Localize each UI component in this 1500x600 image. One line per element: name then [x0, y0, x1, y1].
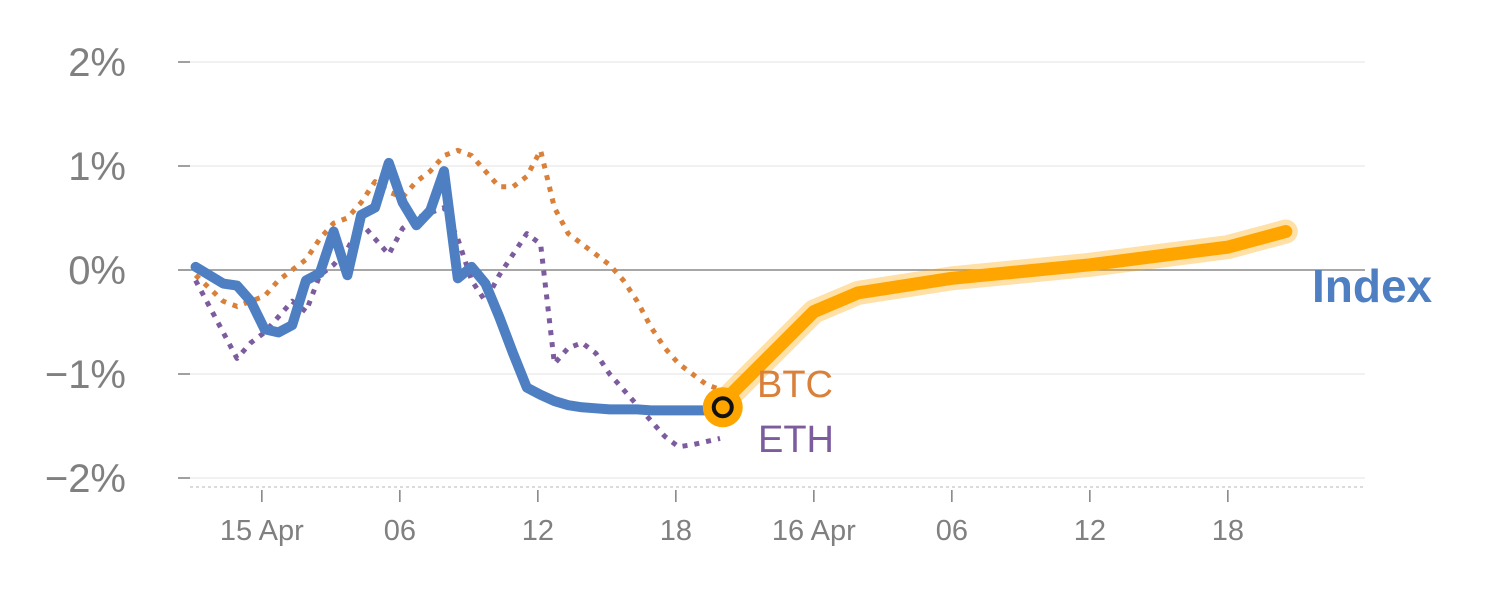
series-btc-line [193, 147, 721, 392]
btc-label: BTC [757, 364, 833, 406]
eth-label: ETH [758, 419, 834, 461]
series-lines [190, 147, 725, 450]
y-tick-label: 2% [68, 41, 126, 85]
x-tick-label: 16 Apr [772, 515, 856, 547]
y-tick-label: 1% [68, 145, 126, 189]
projection-line [713, 225, 1293, 412]
x-tick-label: 18 [1212, 515, 1244, 547]
y-tick-label: −2% [45, 457, 126, 501]
x-tick-label: 12 [1074, 515, 1106, 547]
current-point-ring [711, 396, 734, 419]
x-tick-label: 06 [936, 515, 968, 547]
current-point-marker [702, 387, 743, 428]
x-tick-label: 18 [660, 515, 692, 547]
y-tick-label: 0% [68, 249, 126, 293]
x-tick-label: 15 Apr [220, 515, 304, 547]
projection-layer [702, 219, 1298, 428]
index-label: Index [1312, 260, 1433, 312]
y-tick-label: −1% [45, 353, 126, 397]
gridlines [190, 61, 1365, 479]
series-index-line [190, 157, 725, 416]
x-axis: 15 Apr 06 12 18 16 Apr 06 12 18 [190, 486, 1365, 547]
y-axis-ticks: 2% 1% 0% −1% −2% [45, 41, 190, 501]
x-tick-label: 12 [522, 515, 554, 547]
x-tick-label: 06 [384, 515, 416, 547]
